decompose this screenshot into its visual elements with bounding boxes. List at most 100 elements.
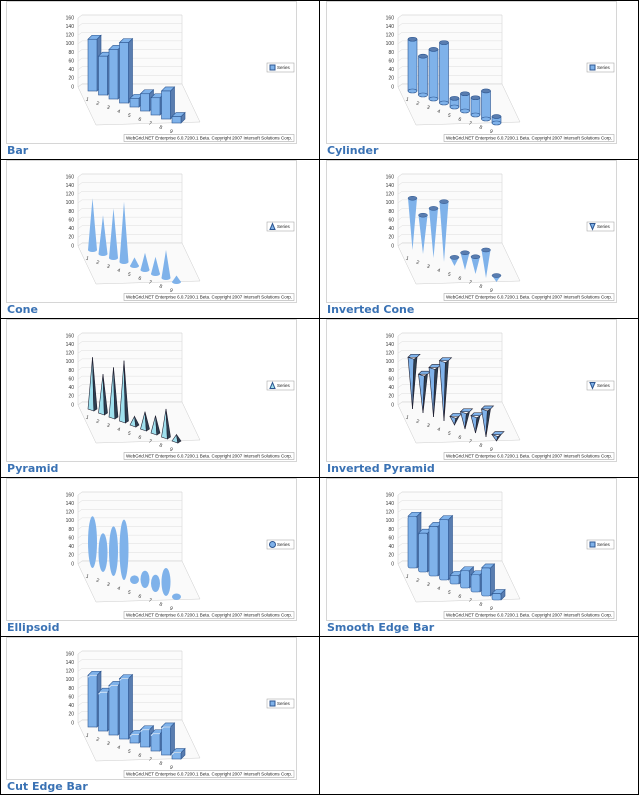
x-tick-label: 1 <box>85 732 90 739</box>
grid-line <box>77 543 182 547</box>
x-tick-label: 4 <box>116 267 121 274</box>
x-tick-label: 4 <box>116 426 121 433</box>
x-tick-label: 2 <box>415 259 420 266</box>
data-mark <box>130 575 139 584</box>
y-tick-label: 120 <box>66 510 75 516</box>
y-tick-label: 60 <box>68 376 74 382</box>
data-mark <box>407 196 418 250</box>
x-tick-label: 6 <box>457 593 462 600</box>
legend-label: Series <box>597 224 611 229</box>
data-mark <box>172 275 181 284</box>
chart-title: Smooth Edge Bar <box>327 621 435 634</box>
grid-line <box>397 552 502 556</box>
x-tick-label: 7 <box>148 120 153 127</box>
data-mark <box>130 257 139 268</box>
grid-line <box>397 14 502 19</box>
grid-line <box>397 225 502 229</box>
data-mark <box>459 408 474 430</box>
grid-line <box>77 199 182 204</box>
data-mark <box>480 563 496 597</box>
data-mark <box>428 206 439 258</box>
grid-line <box>397 367 502 371</box>
x-tick-label: 2 <box>95 577 100 584</box>
x-tick-label: 7 <box>468 279 473 286</box>
credit-box <box>443 611 615 619</box>
grid-line <box>397 526 502 530</box>
y-tick-label: 140 <box>386 24 395 30</box>
grid-line <box>77 711 182 715</box>
x-tick-label: 1 <box>405 255 410 262</box>
y-tick-label: 20 <box>68 235 74 241</box>
credit: WebGrid.NET Enterprise 6.0.7200.1 Beta. … <box>446 294 612 299</box>
x-tick-label: 7 <box>468 120 473 127</box>
grid-line <box>77 358 182 363</box>
data-mark <box>481 88 491 122</box>
legend-label: Series <box>277 383 291 388</box>
legend-label: Series <box>597 65 611 70</box>
data-mark <box>480 405 495 438</box>
y-tick-label: 0 <box>391 402 394 408</box>
grid-line <box>77 491 182 496</box>
x-tick-label: 8 <box>158 283 163 290</box>
legend-box <box>586 539 615 550</box>
x-tick-label: 3 <box>426 263 431 270</box>
data-mark <box>161 408 171 440</box>
chart-title: Cylinder <box>327 144 379 157</box>
grid-line <box>77 375 182 380</box>
grid-line <box>397 375 502 380</box>
grid-line <box>397 32 502 36</box>
x-tick-label: 6 <box>457 116 462 123</box>
x-tick-label: 9 <box>489 446 494 453</box>
data-mark <box>439 199 449 262</box>
grid-line <box>77 49 182 53</box>
y-tick-label: 80 <box>388 50 394 56</box>
grid-line <box>77 685 182 689</box>
grid-line <box>77 75 182 79</box>
grid-line <box>77 676 182 681</box>
grid-line <box>77 32 182 36</box>
data-mark <box>439 40 449 106</box>
credit-box <box>123 770 295 778</box>
data-mark <box>481 247 491 278</box>
x-tick-label: 4 <box>116 585 121 592</box>
credit-box <box>443 134 615 142</box>
x-tick-label: 5 <box>127 112 132 119</box>
data-mark <box>438 357 453 422</box>
y-tick-label: 80 <box>388 368 394 374</box>
grid-line <box>77 500 182 504</box>
y-tick-label: 20 <box>388 394 394 400</box>
grid-line <box>397 384 502 388</box>
legend-marker <box>589 223 596 231</box>
x-tick-label: 3 <box>106 740 111 747</box>
y-tick-label: 160 <box>386 174 395 180</box>
grid-line <box>77 517 182 522</box>
y-tick-label: 0 <box>71 561 74 567</box>
chart-title: Pyramid <box>7 462 58 475</box>
x-tick-label: 6 <box>457 275 462 282</box>
y-tick-label: 60 <box>388 58 394 64</box>
grid-line <box>397 234 502 238</box>
legend-box <box>266 380 295 391</box>
x-tick-label: 6 <box>137 752 142 759</box>
x-tick-label: 5 <box>127 748 132 755</box>
data-mark <box>140 570 150 588</box>
grid-line <box>77 693 182 698</box>
data-mark <box>470 95 481 118</box>
grid-line <box>77 650 182 655</box>
x-tick-label: 7 <box>148 438 153 445</box>
grid-line <box>77 560 182 565</box>
grid-line <box>77 83 182 88</box>
x-tick-label: 2 <box>415 577 420 584</box>
y-tick-label: 120 <box>66 33 75 39</box>
y-tick-label: 120 <box>386 33 395 39</box>
data-mark <box>407 36 418 94</box>
y-tick-label: 140 <box>66 24 75 30</box>
data-mark <box>150 415 161 436</box>
x-tick-label: 9 <box>169 605 174 612</box>
y-tick-label: 60 <box>68 217 74 223</box>
y-tick-label: 60 <box>388 376 394 382</box>
data-mark <box>171 433 182 444</box>
data-mark <box>460 91 470 114</box>
